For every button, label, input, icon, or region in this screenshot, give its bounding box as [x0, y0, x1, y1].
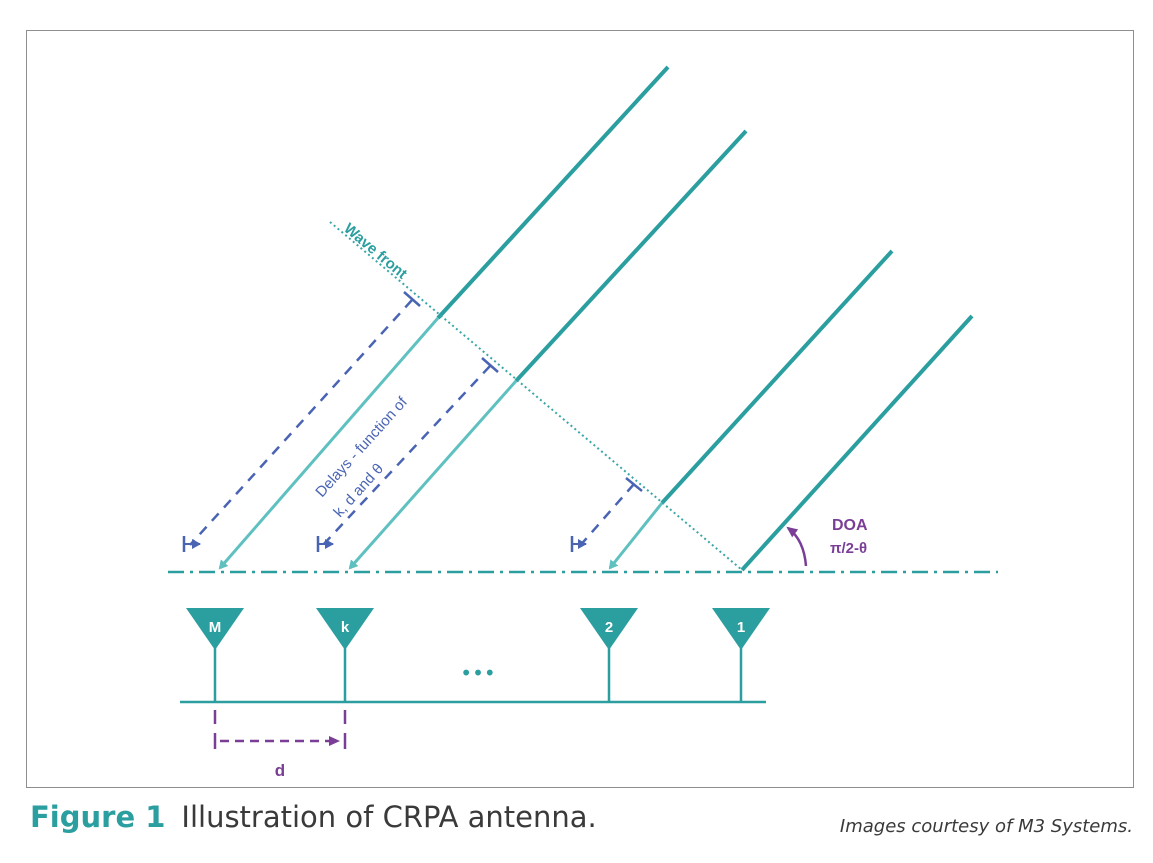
wave-ray-4 — [740, 314, 974, 572]
doa-label: DOA — [832, 517, 868, 534]
antenna-2-label: 2 — [605, 619, 613, 636]
delay-tick-M — [403, 291, 421, 307]
ray-arrow-k — [348, 380, 518, 570]
delay-dash-2 — [577, 483, 635, 549]
doa-formula: π/2-θ — [830, 540, 867, 557]
antenna-ellipsis: ••• — [460, 661, 495, 685]
figure-frame — [26, 30, 1134, 788]
antenna-1-label: 1 — [737, 619, 745, 636]
ray-arrow-2 — [608, 502, 664, 570]
doa-arc — [786, 526, 808, 567]
wave-ray-1 — [436, 65, 670, 320]
delay-tick-k — [481, 357, 499, 373]
antenna-M: M — [186, 608, 244, 702]
spacing-label: d — [275, 761, 285, 780]
image-credit: Images courtesy of M3 Systems. — [839, 816, 1133, 837]
delay-tick-2 — [625, 477, 643, 492]
figure-title: Illustration of CRPA antenna. — [181, 800, 597, 834]
antenna-k: k — [316, 608, 374, 702]
wavefront-label: Wave front — [340, 220, 410, 282]
figure-caption: Figure 1 Illustration of CRPA antenna. — [30, 800, 597, 850]
ray-arrow-M — [218, 317, 440, 570]
antenna-1: 1 — [712, 608, 770, 702]
delay-dash-M — [189, 299, 413, 546]
wave-ray-2 — [514, 129, 748, 383]
antenna-M-label: M — [209, 619, 222, 636]
delay-dash-k — [321, 365, 491, 547]
wave-ray-3 — [660, 249, 894, 505]
antenna-2: 2 — [580, 608, 638, 702]
figure-number: Figure 1 — [30, 800, 166, 834]
antenna-k-label: k — [341, 619, 350, 636]
